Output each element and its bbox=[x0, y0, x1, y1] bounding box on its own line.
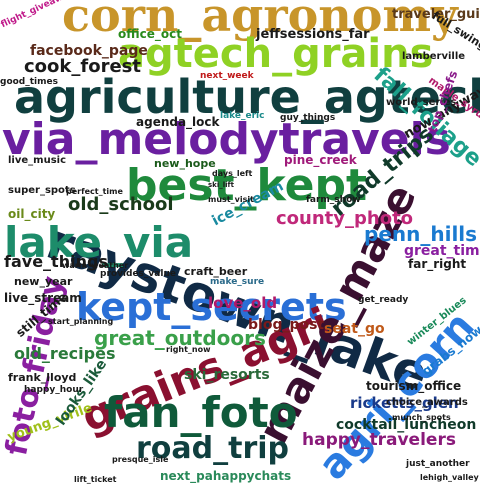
word: far_right bbox=[408, 257, 467, 271]
word: love_old bbox=[208, 294, 278, 312]
word: next_pahappychats bbox=[160, 469, 292, 483]
word: great_time bbox=[404, 243, 480, 259]
word: agenda_lock bbox=[136, 115, 220, 129]
word: munch_spots bbox=[392, 413, 451, 422]
word: lake_via bbox=[4, 218, 194, 267]
word: county_photo bbox=[276, 208, 414, 229]
word: office_oct bbox=[118, 27, 182, 41]
word: facebook_page bbox=[30, 43, 148, 59]
word: via_melodytravels bbox=[2, 114, 451, 165]
word: craft_beer bbox=[184, 265, 248, 278]
word: make_sure bbox=[210, 277, 265, 287]
word: must_visit bbox=[208, 195, 254, 204]
word: perfect_time bbox=[66, 187, 123, 196]
word: lehigh_valley bbox=[420, 473, 479, 482]
word: corn_agronomy bbox=[62, 0, 458, 42]
word: lake_eric bbox=[220, 111, 265, 121]
word: ski_resorts bbox=[184, 367, 270, 383]
word: right_now bbox=[166, 345, 211, 354]
word: pine_creek bbox=[284, 153, 357, 167]
word: ricketts_glen bbox=[350, 394, 459, 412]
word: fave_things bbox=[4, 252, 108, 271]
word: world_series bbox=[386, 97, 457, 108]
word: great_outdoors bbox=[94, 326, 266, 350]
word: get_ready bbox=[358, 295, 409, 305]
word: happy_hour bbox=[24, 385, 84, 395]
word: next_week bbox=[200, 71, 254, 81]
word: warm_weather bbox=[62, 261, 129, 270]
word: choice_awards bbox=[386, 397, 468, 408]
word: presque_isle bbox=[112, 455, 169, 464]
word: cook_forest bbox=[24, 56, 141, 77]
word: penn_hills bbox=[364, 222, 478, 246]
word: seat_go bbox=[324, 321, 385, 337]
word: days_left bbox=[212, 169, 253, 178]
word: traveler_guide bbox=[392, 7, 480, 22]
word: ski_lift bbox=[208, 181, 234, 189]
word: lamberville bbox=[402, 51, 466, 62]
word: live_music bbox=[8, 155, 67, 166]
word: good_times bbox=[0, 77, 58, 87]
word: happy_travelers bbox=[302, 430, 456, 450]
word: agriculture_agtech bbox=[14, 70, 480, 124]
word: super_spots bbox=[8, 185, 76, 196]
word: old_recipes bbox=[14, 344, 116, 363]
word: tourism_office bbox=[366, 379, 462, 393]
word: agtech_grains bbox=[118, 31, 434, 77]
word: provides_value bbox=[100, 269, 176, 279]
word: fan_foto bbox=[104, 388, 298, 437]
word: live_stream bbox=[4, 291, 82, 305]
word: new_year bbox=[14, 275, 73, 288]
word: frank_lloyd bbox=[8, 371, 77, 384]
word: road_trip bbox=[136, 431, 290, 466]
word: old_school bbox=[68, 194, 174, 215]
word: kept_secrets bbox=[76, 285, 347, 329]
word: blog_post bbox=[248, 317, 325, 333]
word: oil_city bbox=[8, 207, 56, 221]
word: best_kept bbox=[126, 160, 368, 211]
word: new_hope bbox=[154, 157, 216, 170]
word: cocktail_luncheon bbox=[336, 417, 477, 433]
word: start_planning bbox=[48, 317, 114, 326]
word: guy_things bbox=[280, 113, 336, 123]
word: jeffsessions_far bbox=[256, 27, 370, 42]
word: farm_show bbox=[306, 195, 361, 205]
word: just_another bbox=[406, 459, 470, 469]
word: lift_ticket bbox=[74, 475, 117, 484]
